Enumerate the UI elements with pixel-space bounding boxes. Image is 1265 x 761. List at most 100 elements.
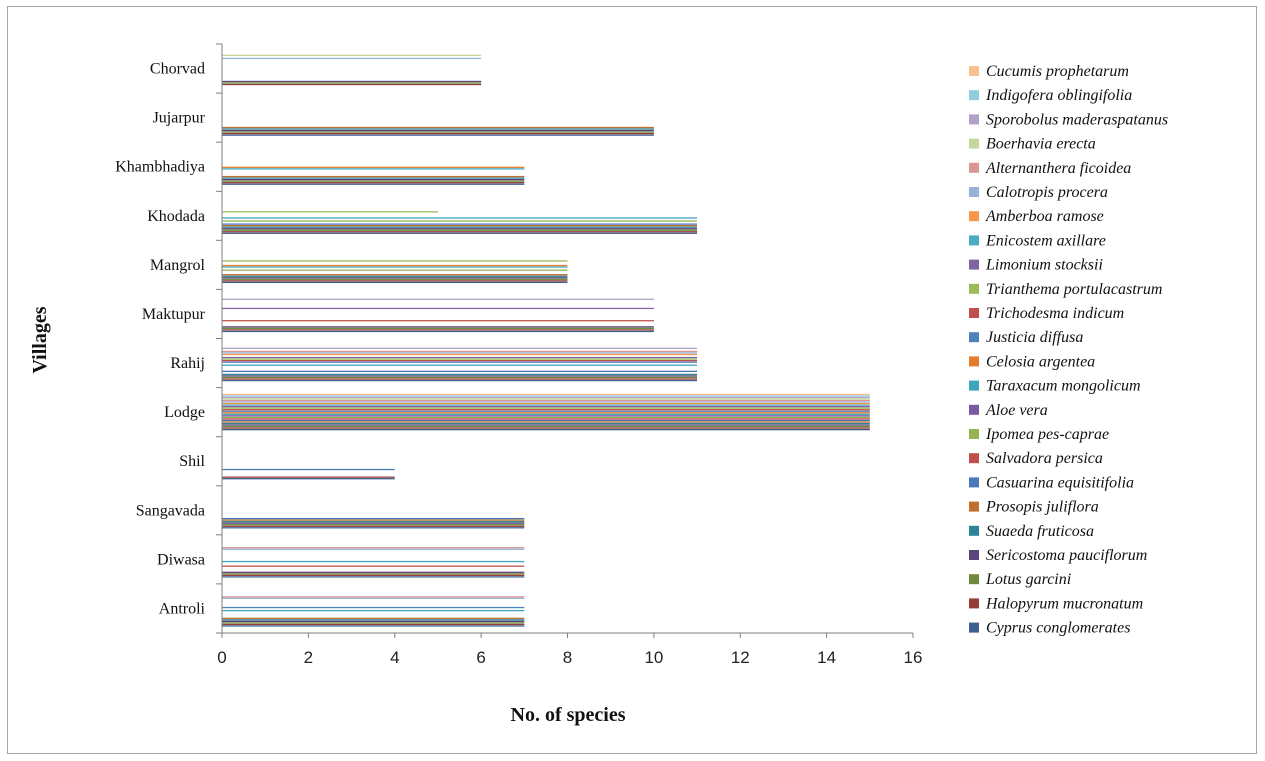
bar-antroli-calotropis-procera [222, 597, 525, 599]
legend-label-suaeda-fruticosa: Suaeda fruticosa [986, 523, 1094, 540]
bar-diwasa-halopyrum-mucronatum [222, 574, 525, 576]
bar-sangavada-suaeda-fruticosa [222, 521, 525, 523]
y-tick-label-maktupur: Maktupur [142, 306, 206, 323]
bar-rahij-trichodesma-indicum [222, 359, 698, 362]
bar-mangrol-celosia-argentea [222, 264, 568, 267]
bar-rahij-casuarina-equisitifolia [222, 370, 698, 372]
x-tick-label-8: 8 [563, 648, 572, 667]
bar-khambhadiya-cyprus-conglomerates [222, 183, 525, 185]
legend-swatch-trianthema-portulacastrum [969, 283, 979, 294]
bar-maktupur-sericostoma-pauciflorum [222, 326, 654, 328]
x-axis-title: No. of species [511, 704, 626, 726]
bar-rahij-trianthema-portulacastrum [222, 358, 698, 360]
bar-rahij-calotropis-procera [222, 352, 698, 354]
legend-item-casuarina-equisitifolia: Casuarina equisitifolia [969, 474, 1134, 491]
axes-layer [216, 43, 914, 638]
legend-swatch-halopyrum-mucronatum [969, 598, 979, 609]
legend-swatch-amberboa-ramose [969, 211, 979, 222]
bar-antroli-cyprus-conglomerates [222, 625, 525, 627]
bar-diwasa-sericostoma-pauciflorum [222, 571, 525, 573]
bar-jujarpur-prosopis-juliflora [222, 126, 654, 129]
legend-item-taraxacum-mongolicum: Taraxacum mongolicum [969, 378, 1141, 395]
legend-item-celosia-argentea: Celosia argentea [969, 353, 1095, 370]
bar-rahij-taraxacum-mongolicum [222, 364, 698, 366]
bar-khambhadiya-taraxacum-mongolicum [222, 168, 525, 170]
bar-khodada-sericostoma-pauciflorum [222, 228, 698, 230]
legend-label-trianthema-portulacastrum: Trianthema portulacastrum [986, 281, 1162, 298]
bar-khodada-cyprus-conglomerates [222, 232, 698, 234]
bar-mangrol-trianthema-portulacastrum [222, 260, 568, 262]
bar-lodge-limonium-stocksii [222, 405, 870, 408]
bar-rahij-cyprus-conglomerates [222, 379, 698, 382]
legend-item-cucumis-prophetarum: Cucumis prophetarum [969, 63, 1129, 80]
bar-antroli-suaeda-fruticosa [222, 619, 525, 621]
bar-rahij-limonium-stocksii [222, 356, 698, 359]
bar-lodge-celosia-argentea [222, 412, 870, 414]
bar-lodge-enicostem-axillare [222, 404, 870, 406]
legend-item-aloe-vera: Aloe vera [969, 402, 1048, 419]
bar-rahij-justicia-diffusa [222, 361, 698, 363]
bar-lodge-justicia-diffusa [222, 410, 870, 412]
bar-chorvad-lotus-garcini [222, 82, 482, 84]
bar-mangrol-sericostoma-pauciflorum [222, 277, 568, 279]
bar-maktupur-limonium-stocksii [222, 307, 654, 310]
legend-swatch-calotropis-procera [969, 187, 979, 197]
legend-label-cucumis-prophetarum: Cucumis prophetarum [986, 63, 1129, 80]
legend-item-trichodesma-indicum: Trichodesma indicum [969, 305, 1124, 322]
y-tick-label-mangrol: Mangrol [150, 257, 206, 274]
legend-item-calotropis-procera: Calotropis procera [969, 184, 1108, 201]
bar-sangavada-prosopis-juliflora [222, 519, 525, 521]
y-tick-label-khodada: Khodada [147, 208, 205, 225]
legend-swatch-cucumis-prophetarum [969, 66, 979, 76]
chart-frame [7, 6, 1257, 754]
bar-khodada-lotus-garcini [222, 229, 698, 231]
y-tick-label-khambhadiya: Khambhadiya [115, 159, 205, 176]
legend-label-cyprus-conglomerates: Cyprus conglomerates [986, 620, 1130, 637]
bar-jujarpur-lotus-garcini [222, 131, 654, 133]
bar-lodge-salvadora-persica [222, 418, 870, 420]
bar-maktupur-salvadora-persica [222, 320, 654, 322]
bar-diwasa-alternanthera-ficoidea [222, 547, 525, 549]
legend-item-trianthema-portulacastrum: Trianthema portulacastrum [969, 281, 1162, 298]
legend-label-lotus-garcini: Lotus garcini [985, 571, 1071, 588]
bar-antroli-taraxacum-mongolicum [222, 609, 525, 612]
bar-diwasa-calotropis-procera [222, 548, 525, 550]
y-tick-label-rahij: Rahij [170, 355, 205, 372]
bar-lodge-indigofera-oblingifolia [222, 395, 870, 397]
x-tick-label-10: 10 [644, 648, 663, 667]
bar-lodge-prosopis-juliflora [222, 421, 870, 423]
bar-jujarpur-suaeda-fruticosa [222, 128, 654, 130]
legend-item-cyprus-conglomerates: Cyprus conglomerates [969, 620, 1130, 637]
x-tick-label-4: 4 [390, 648, 399, 667]
legend-label-amberboa-ramose: Amberboa ramose [985, 208, 1104, 225]
bar-antroli-prosopis-juliflora [222, 617, 525, 619]
bars-layer [222, 54, 870, 627]
legend-label-alternanthera-ficoidea: Alternanthera ficoidea [985, 160, 1131, 177]
legend-swatch-sericostoma-pauciflorum [969, 550, 979, 560]
legend-swatch-indigofera-oblingifolia [969, 90, 979, 101]
legend-item-suaeda-fruticosa: Suaeda fruticosa [969, 523, 1094, 540]
bar-rahij-amberboa-ramose [222, 353, 698, 356]
legend-label-justicia-diffusa: Justicia diffusa [986, 329, 1083, 346]
bar-lodge-cucumis-prophetarum [222, 393, 870, 395]
bar-lodge-casuarina-equisitifolia [222, 419, 870, 422]
y-tick-label-shil: Shil [179, 453, 205, 470]
legend-label-boerhavia-erecta: Boerhavia erecta [986, 136, 1096, 153]
legend-label-prosopis-juliflora: Prosopis juliflora [985, 499, 1099, 516]
bar-rahij-alternanthera-ficoidea [222, 350, 698, 353]
bar-diwasa-lotus-garcini [222, 573, 525, 575]
bar-mangrol-cyprus-conglomerates [222, 281, 568, 284]
bar-lodge-aloe-vera [222, 415, 870, 417]
legend-item-boerhavia-erecta: Boerhavia erecta [969, 136, 1096, 153]
bar-sangavada-sericostoma-pauciflorum [222, 522, 525, 524]
bar-maktupur-cyprus-conglomerates [222, 330, 654, 333]
legend-item-sporobolus-maderaspatanus: Sporobolus maderaspatanus [969, 111, 1168, 128]
x-tick-label-16: 16 [904, 648, 923, 667]
legend-label-halopyrum-mucronatum: Halopyrum mucronatum [985, 595, 1143, 612]
bar-lodge-trichodesma-indicum [222, 409, 870, 411]
bar-antroli-sericostoma-pauciflorum [222, 620, 525, 623]
legend-swatch-salvadora-persica [969, 453, 979, 464]
x-tick-label-14: 14 [817, 648, 836, 667]
legend-item-ipomea-pes-caprae: Ipomea pes-caprae [969, 426, 1109, 443]
